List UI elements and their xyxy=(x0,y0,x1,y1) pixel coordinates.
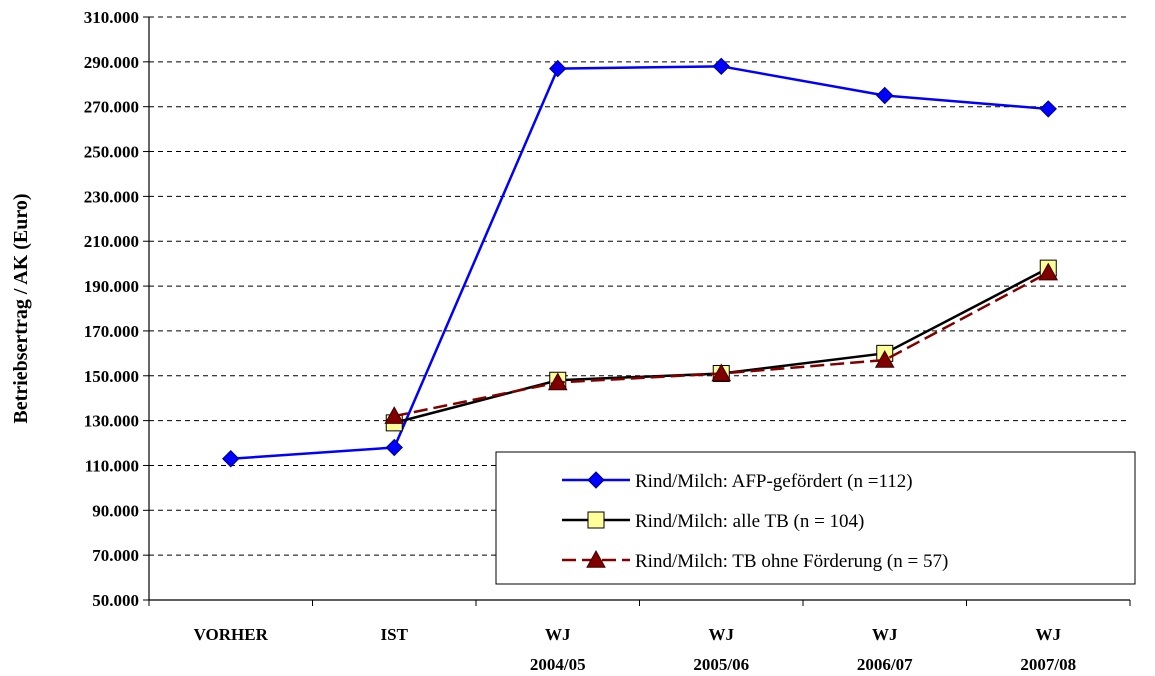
x-tick-label: WJ 2006/07 xyxy=(857,625,913,671)
y-axis-label: Betriebsertrag / AK (Euro) xyxy=(10,193,32,423)
data-point xyxy=(711,363,732,382)
data-point xyxy=(876,86,894,105)
data-point xyxy=(549,59,567,78)
y-tick-label: 270.000 xyxy=(84,98,139,117)
series-1 xyxy=(222,57,1057,468)
legend-label: Rind/Milch: alle TB (n = 104) xyxy=(635,511,864,532)
data-point xyxy=(222,450,240,468)
legend-marker xyxy=(587,471,605,489)
y-tick-label: 210.000 xyxy=(84,232,139,251)
data-point xyxy=(385,438,403,457)
legend: Rind/Milch: AFP-gefördert (n =112) Rind/M… xyxy=(495,451,1136,585)
data-point xyxy=(547,372,568,391)
legend-item: Rind/Milch: AFP-gefördert (n =112) xyxy=(562,471,913,492)
y-tick-label: 230.000 xyxy=(84,187,139,206)
y-tick-label: 90.000 xyxy=(92,501,139,520)
data-point xyxy=(384,406,405,424)
series-line xyxy=(393,267,1049,425)
data-point xyxy=(1038,262,1059,281)
x-tick-label: VORHER xyxy=(194,625,269,644)
series-layer xyxy=(222,57,1059,468)
y-tick-label: 250.000 xyxy=(84,143,139,162)
series-line xyxy=(393,271,1049,418)
series-line xyxy=(230,65,1049,460)
x-tick-label: WJ 2007/08 xyxy=(1020,625,1076,671)
y-tick-label: 170.000 xyxy=(84,322,139,341)
legend-label: Rind/Milch: AFP-gefördert (n =112) xyxy=(635,471,913,492)
y-tick-label: 130.000 xyxy=(84,412,139,431)
data-point xyxy=(874,350,895,368)
y-tick-label: 50.000 xyxy=(92,591,139,610)
y-tick-label: 110.000 xyxy=(85,456,139,475)
y-tick-label: 190.000 xyxy=(84,277,139,296)
axes: 50.000 70.000 90.000 110.000 130.000 150.000 1… xyxy=(84,8,1131,674)
legend-item: Rind/Milch: alle TB (n = 104) xyxy=(562,511,864,532)
legend-marker xyxy=(587,511,605,529)
y-tick-label: 310.000 xyxy=(84,8,139,27)
x-tick-label: WJ 2005/06 xyxy=(693,625,749,671)
x-tick-label: IST xyxy=(381,625,409,644)
data-point xyxy=(712,57,730,76)
x-tick-label: WJ 2004/05 xyxy=(530,625,586,671)
legend-item: Rind/Milch: TB ohne Förderung (n = 57) xyxy=(562,549,948,572)
y-tick-label: 70.000 xyxy=(92,546,139,565)
series-3 xyxy=(384,262,1059,424)
data-point xyxy=(1039,100,1057,118)
y-tick-label: 290.000 xyxy=(84,53,139,72)
legend-label: Rind/Milch: TB ohne Förderung (n = 57) xyxy=(635,551,948,572)
y-tick-label: 150.000 xyxy=(84,367,139,386)
legend-marker xyxy=(586,549,606,568)
